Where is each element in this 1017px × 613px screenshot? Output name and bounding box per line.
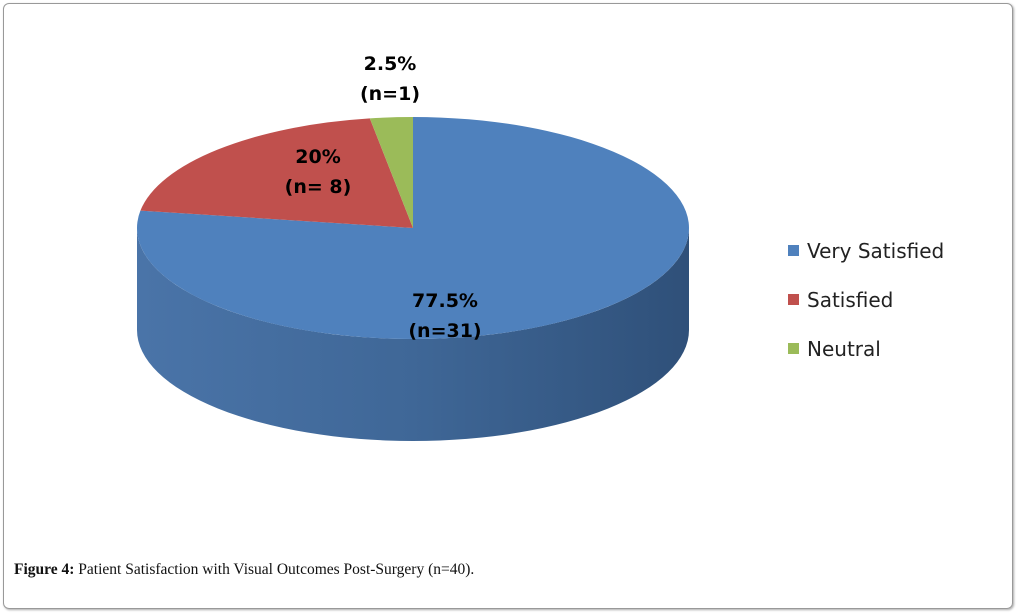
pie-side-wall xyxy=(137,228,689,441)
label-very-satisfied-n: (n=31) xyxy=(408,320,481,342)
legend-label: Satisfied xyxy=(807,287,894,312)
legend-swatch xyxy=(788,294,799,305)
legend-item-very-satisfied: Very Satisfied xyxy=(788,226,944,275)
legend-item-satisfied: Satisfied xyxy=(788,275,944,324)
pie-slice-neutral xyxy=(369,117,413,228)
legend-item-neutral: Neutral xyxy=(788,324,944,373)
label-satisfied-pct: 20% xyxy=(295,146,340,168)
caption-text: Patient Satisfaction with Visual Outcome… xyxy=(74,561,475,578)
label-neutral-pct: 2.5% xyxy=(364,53,417,75)
legend-swatch xyxy=(788,343,799,354)
label-neutral-n: (n=1) xyxy=(360,83,420,105)
label-satisfied-n: (n= 8) xyxy=(285,176,352,198)
pie-slice-satisfied xyxy=(140,118,414,228)
figure-frame xyxy=(3,3,1013,609)
figure-caption: Figure 4: Patient Satisfaction with Visu… xyxy=(14,561,474,579)
legend-label: Neutral xyxy=(807,336,881,361)
caption-label: Figure 4: xyxy=(14,561,75,578)
legend-swatch xyxy=(788,245,799,256)
legend: Very Satisfied Satisfied Neutral xyxy=(788,226,944,373)
label-very-satisfied-pct: 77.5% xyxy=(412,290,478,312)
legend-label: Very Satisfied xyxy=(807,238,945,263)
